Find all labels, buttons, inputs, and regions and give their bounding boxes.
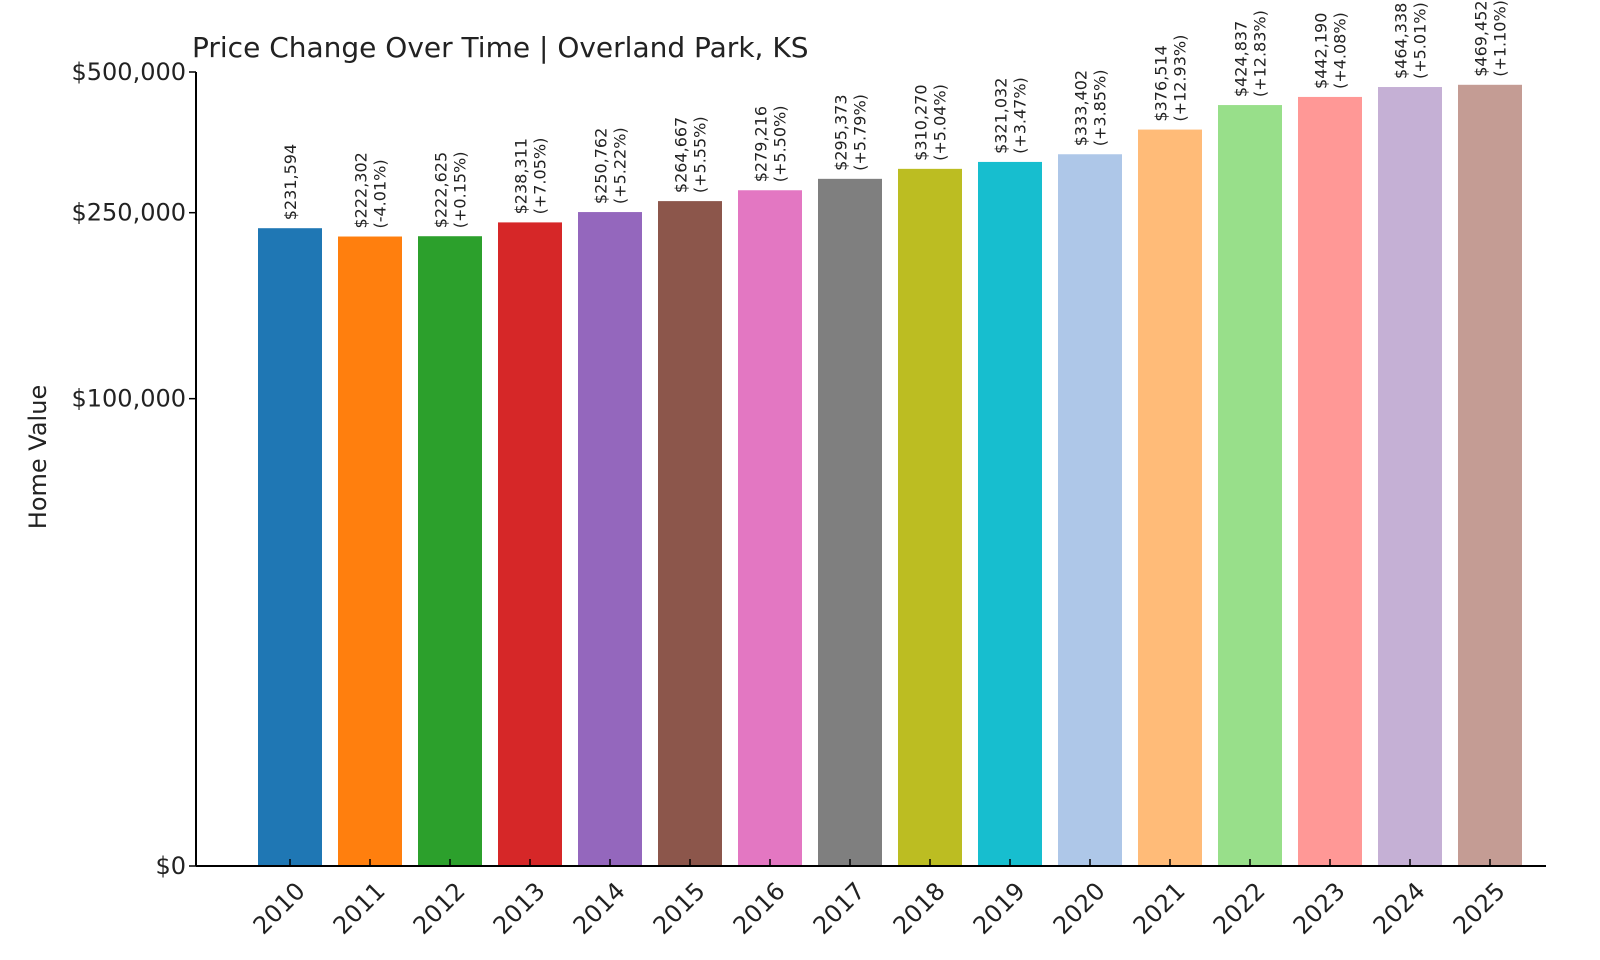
bar-value-label-2020: $333,402: [1072, 70, 1091, 146]
bar-value-label-2016: $279,216: [752, 106, 771, 182]
bar-2021: [1138, 129, 1202, 866]
x-tick-label-2010: 2010: [248, 877, 311, 940]
x-tick-label-2022: 2022: [1208, 877, 1271, 940]
bar-value-label-2015: $264,667: [672, 117, 691, 193]
x-tick-label-2021: 2021: [1128, 877, 1191, 940]
bar-labels-group: $231,594 $222,302 (-4.01%) $222,625 (+0.15%)…: [281, 0, 1510, 228]
bar-change-label-2012: (+0.15%): [451, 152, 470, 229]
bar-2010: [258, 228, 322, 867]
x-tick-label-2012: 2012: [408, 877, 471, 940]
bar-value-label-2023: $442,190: [1312, 13, 1331, 89]
x-tick-label-2019: 2019: [968, 877, 1031, 940]
bar-value-label-2010: $231,594: [281, 144, 300, 220]
bar-2015: [658, 201, 722, 866]
y-axis-label: Home Value: [24, 385, 52, 529]
bar-2014: [578, 212, 642, 866]
bar-2023: [1298, 96, 1362, 867]
bars-group: [258, 84, 1522, 867]
bar-2019: [978, 161, 1042, 866]
bar-2011: [338, 236, 402, 866]
bar-2024: [1378, 87, 1442, 867]
bar-change-label-2015: (+5.55%): [691, 116, 710, 193]
y-tick-label-500000: $500,000: [71, 58, 186, 86]
x-tick-label-2020: 2020: [1048, 877, 1111, 940]
bar-value-label-2021: $376,514: [1152, 45, 1171, 121]
bar-change-label-2017: (+5.79%): [851, 94, 870, 171]
bar-value-label-2024: $464,338: [1392, 3, 1411, 79]
x-tick-label-2013: 2013: [488, 877, 551, 940]
bar-2013: [498, 222, 562, 866]
y-axis: $0 $100,000 $250,000 $500,000: [71, 58, 197, 880]
y-tick-label-250000: $250,000: [71, 199, 186, 227]
bar-change-label-2019: (+3.47%): [1011, 77, 1030, 154]
bar-change-label-2021: (+12.93%): [1171, 35, 1190, 122]
bar-2012: [418, 236, 482, 866]
bar-value-label-2025: $469,452: [1472, 0, 1491, 76]
bar-value-label-2012: $222,625: [432, 152, 451, 228]
x-tick-label-2024: 2024: [1368, 877, 1431, 940]
bar-change-label-2024: (+5.01%): [1411, 2, 1430, 79]
x-tick-label-2014: 2014: [568, 877, 631, 940]
bar-value-label-2017: $295,373: [832, 94, 851, 170]
x-tick-label-2011: 2011: [328, 877, 391, 940]
bar-2016: [738, 190, 802, 866]
bar-2020: [1058, 154, 1122, 866]
bar-change-label-2011: (-4.01%): [371, 159, 390, 228]
bar-change-label-2023: (+4.08%): [1331, 12, 1350, 89]
bar-change-label-2013: (+7.05%): [531, 138, 550, 215]
bar-change-label-2016: (+5.50%): [771, 106, 790, 183]
bar-value-label-2014: $250,762: [592, 128, 611, 204]
bar-value-label-2018: $310,270: [912, 85, 931, 161]
x-tick-label-2018: 2018: [888, 877, 951, 940]
bar-value-label-2013: $238,311: [512, 138, 531, 214]
y-tick-label-0: $0: [155, 852, 186, 880]
chart-title: Price Change Over Time | Overland Park, …: [192, 31, 808, 64]
x-tick-label-2015: 2015: [648, 877, 711, 940]
bar-change-label-2020: (+3.85%): [1091, 70, 1110, 147]
bar-2025: [1458, 84, 1522, 866]
y-tick-label-100000: $100,000: [71, 385, 186, 413]
bar-value-label-2011: $222,302: [352, 152, 371, 228]
x-tick-label-2023: 2023: [1288, 877, 1351, 940]
bar-change-label-2014: (+5.22%): [611, 127, 630, 204]
x-tick-label-2016: 2016: [728, 877, 791, 940]
bar-change-label-2018: (+5.04%): [931, 84, 950, 161]
bar-2022: [1218, 105, 1282, 866]
x-tick-label-2017: 2017: [808, 877, 871, 940]
bar-value-label-2022: $424,837: [1232, 21, 1251, 97]
bar-2017: [818, 178, 882, 867]
bar-2018: [898, 168, 962, 866]
x-tick-label-2025: 2025: [1448, 877, 1511, 940]
x-axis: 2010 2011 2012 2013 2014 2015 2016 2017 2018 2019…: [196, 859, 1546, 940]
bar-value-label-2019: $321,032: [992, 78, 1011, 154]
bar-change-label-2025: (+1.10%): [1491, 0, 1510, 77]
bar-change-label-2022: (+12.83%): [1251, 10, 1270, 97]
